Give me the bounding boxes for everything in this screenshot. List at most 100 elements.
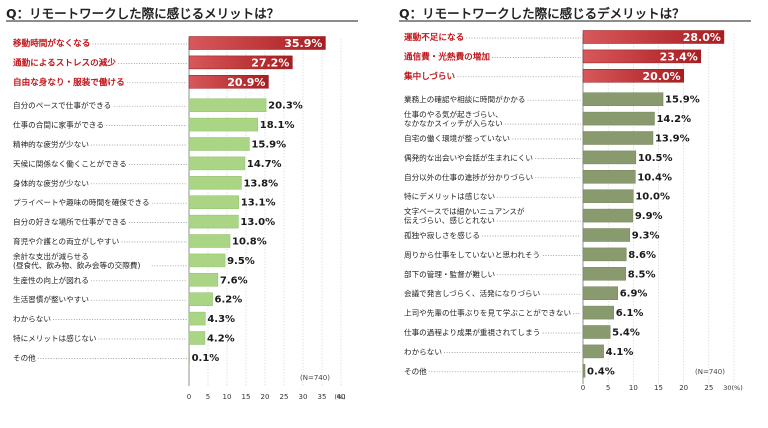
demerit-x-tick-label: 5 — [606, 384, 610, 392]
demerit-value-label: 10.0% — [635, 192, 670, 203]
demerit-category-label: 通信費・光熱費の増加 — [404, 50, 490, 62]
demerit-bar — [582, 189, 634, 203]
demerit-category-label: なかなかスイッチが入らない — [404, 118, 503, 128]
merit-x-tick-label: 30 — [299, 393, 308, 401]
merit-value-label: 20.3% — [268, 101, 303, 112]
demerit-value-label: 13.9% — [655, 134, 690, 145]
merit-bar — [188, 234, 231, 248]
demerit-bar — [582, 170, 636, 184]
merit-x-tick-label: 35 — [318, 393, 327, 401]
demerit-category-label: 会議で発言しづらく、活発になりづらい — [404, 288, 540, 298]
merit-x-tick-label: 20 — [261, 393, 270, 401]
merit-bar — [188, 176, 242, 190]
demerit-category-label: わからない — [404, 347, 442, 356]
demerit-bar — [582, 228, 631, 242]
merit-category-label: 育児や介護との両立がしやすい — [13, 236, 119, 246]
demerit-value-label: 0.4% — [587, 366, 615, 377]
demerit-bar — [582, 325, 611, 339]
merit-value-label: 10.8% — [232, 237, 267, 248]
merit-category-label: 移動時間がなくなる — [13, 37, 90, 49]
merit-category-label: 自分の好きな場所で仕事ができる — [13, 217, 127, 227]
merit-value-label: 9.5% — [227, 256, 255, 267]
merit-value-label: 13.8% — [243, 178, 278, 189]
demerit-category-label: 仕事の過程より成果が重視されてしまう — [404, 327, 540, 337]
demerit-x-tick-label: 10 — [629, 384, 638, 392]
demerit-category-label: 部下の管理・監督が難しい — [404, 269, 495, 279]
merit-bar — [188, 311, 206, 326]
merit-category-label: わからない — [13, 315, 51, 324]
merit-bar — [188, 36, 326, 50]
merit-x-tick-label: 15 — [242, 393, 251, 401]
merit-x-tick-label: 40 — [337, 393, 346, 401]
merit-category-label: 自由な身なり・服装で働ける — [13, 76, 125, 88]
merit-bar — [188, 273, 219, 287]
demerit-bar — [582, 30, 725, 44]
merit-category-label: その他 — [13, 352, 36, 362]
demerit-bar — [582, 131, 654, 145]
merit-bar — [188, 214, 239, 229]
demerit-value-label: 5.4% — [612, 328, 640, 339]
demerit-bar — [582, 344, 604, 359]
demerit-x-tick-label: 25 — [704, 384, 713, 392]
demerit-bar — [582, 305, 614, 320]
demerit-category-label: 周りから仕事をしていないと思われそう — [404, 249, 540, 259]
demerit-bar — [582, 247, 627, 262]
demerit-category-label: 自分以外の仕事の進捗が分かりづらい — [404, 172, 533, 182]
merit-bar — [188, 98, 267, 112]
demerit-bar — [582, 111, 655, 126]
demerit-title-underline — [399, 20, 751, 22]
demerit-value-label: 23.4% — [660, 50, 698, 63]
merit-category-label: プライベートや趣味の時間を確保できる — [13, 197, 150, 207]
merit-value-label: 27.2% — [251, 56, 289, 69]
demerit-value-label: 10.4% — [637, 172, 672, 183]
demerit-category-label: 偶発的な出会いや会話が生まれにくい — [404, 152, 533, 162]
demerit-category-label: 仕事のやる気が起きづらい、 — [404, 109, 503, 119]
merit-value-label: 14.7% — [247, 159, 282, 170]
demerit-value-label: 8.6% — [628, 250, 656, 261]
merit-value-label: 20.9% — [227, 76, 265, 89]
merit-bar — [188, 350, 190, 365]
demerit-value-label: 15.9% — [665, 95, 700, 106]
merit-bar — [188, 137, 250, 151]
demerit-value-label: 4.1% — [606, 347, 634, 358]
demerit-value-label: 8.5% — [628, 269, 656, 280]
demerit-category-label: 運動不足になる — [404, 31, 464, 43]
demerit-bar — [582, 267, 627, 281]
merit-x-tick-label: 5 — [206, 393, 210, 401]
merit-value-label: 4.2% — [207, 334, 235, 345]
merit-title-underline — [6, 20, 358, 22]
merit-bar — [188, 156, 246, 171]
demerit-bar — [582, 92, 664, 106]
demerit-x-unit-label: 30(%) — [723, 384, 743, 392]
merit-x-tick-label: 10 — [223, 393, 232, 401]
merit-category-label: 生産性の向上が図れる — [13, 275, 89, 285]
demerit-category-label: 孤独や寂しさを感じる — [404, 230, 480, 240]
demerit-value-label: 9.3% — [632, 231, 660, 242]
demerit-x-tick-label: 15 — [654, 384, 663, 392]
demerit-category-label: その他 — [404, 366, 427, 376]
demerit-x-tick-label: 20 — [679, 384, 688, 392]
merit-value-label: 15.9% — [251, 140, 286, 151]
demerit-chart-title: Q：リモートワークした際に感じるデメリットは？ — [399, 6, 685, 21]
merit-value-label: 6.2% — [215, 295, 243, 306]
demerit-category-label: 上司や先輩の仕事ぶりを見て学ぶことができない — [404, 308, 571, 318]
merit-category-label: 仕事の合間に家事ができる — [13, 120, 104, 130]
merit-category-label: 精神的な疲労が少ない — [13, 139, 89, 149]
demerit-value-label: 9.9% — [635, 211, 663, 222]
demerit-bar — [582, 208, 634, 223]
merit-category-label: 通勤によるストレスの減少 — [13, 56, 116, 68]
demerit-bar — [582, 49, 702, 64]
merit-value-label: 13.1% — [241, 198, 276, 209]
demerit-category-label: 特にデメリットは感じない — [404, 191, 495, 201]
demerit-category-label: 伝えづらい、感じとれない — [404, 215, 495, 225]
demerit-sample-size-note: (N=740) — [695, 368, 725, 376]
merit-x-tick-label: 0 — [187, 393, 191, 401]
merit-category-label: 特にメリットは感じない — [13, 333, 97, 343]
demerit-value-label: 10.5% — [638, 153, 673, 164]
merit-category-label: 余計な支出が減らせる — [13, 251, 89, 261]
merit-value-label: 0.1% — [192, 353, 220, 364]
merit-chart-title: Q：リモートワークした際に感じるメリットは？ — [6, 6, 280, 21]
merit-bar — [188, 75, 269, 89]
merit-value-label: 35.9% — [284, 37, 322, 50]
